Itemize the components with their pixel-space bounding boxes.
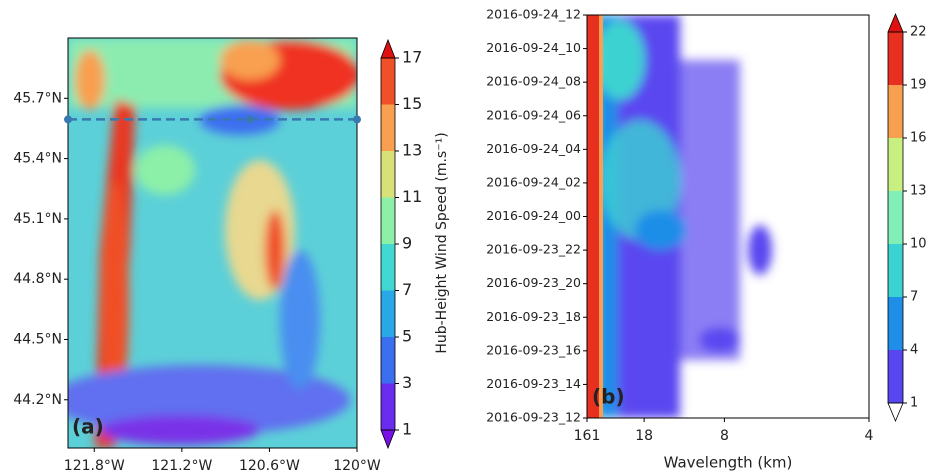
colorbar-tick-label: 3 xyxy=(402,373,412,392)
colorbar-tick-label: 19 xyxy=(910,78,927,93)
y-tick-label: 45.4°N xyxy=(13,151,62,167)
y-tick-label: 2016-09-24_06 xyxy=(486,107,581,122)
x-tick-label: 8 xyxy=(720,428,729,444)
panel-label: (a) xyxy=(72,415,104,439)
y-tick-label: 2016-09-24_12 xyxy=(486,7,581,22)
colorbar-frame xyxy=(887,31,904,404)
colorbar-tick-label: 1 xyxy=(910,396,918,411)
colorbar-tick-label: 10 xyxy=(910,237,927,252)
y-tick-label: 2016-09-24_08 xyxy=(486,74,581,89)
colorbar-level xyxy=(888,350,903,403)
colorbar-tick-label: 15 xyxy=(402,94,422,113)
colorbar-label: Hub-Height Wind Speed (m.s⁻¹) xyxy=(434,132,450,353)
colorbar-tick-label: 5 xyxy=(402,327,412,346)
colorbar-level xyxy=(888,297,903,350)
colorbar-level xyxy=(888,85,903,138)
colorbar-level xyxy=(381,337,395,384)
x-tick-label: 121.8°W xyxy=(64,458,125,474)
colorbar-level xyxy=(381,151,395,198)
colorbar-level xyxy=(381,244,395,291)
colorbar-level xyxy=(381,58,395,105)
y-tick-label: 2016-09-23_14 xyxy=(486,376,581,391)
colorbar-extend-high xyxy=(380,38,396,59)
colorbar-tick-label: 7 xyxy=(402,280,412,299)
y-tick-label: 45.1°N xyxy=(13,211,62,227)
x-tick-label: 4 xyxy=(865,428,874,444)
colorbar-level xyxy=(888,138,903,191)
y-tick-label: 44.8°N xyxy=(13,271,62,287)
colorbar-tick-label: 17 xyxy=(402,48,422,67)
section-point xyxy=(353,115,361,124)
x-tick-label: 161 xyxy=(574,428,601,444)
colorbar-tick-label: 13 xyxy=(402,141,422,160)
spectrum-field xyxy=(587,15,869,418)
colorbar-tick-label: 7 xyxy=(910,290,918,305)
colorbar-extend-low xyxy=(380,429,396,450)
colorbar-tick-label: 1 xyxy=(402,420,412,439)
colorbar-level xyxy=(888,244,903,297)
x-axis-label: Wavelength (km) xyxy=(664,454,793,472)
y-tick-label: 2016-09-23_20 xyxy=(486,275,581,290)
y-tick-label: 2016-09-24_00 xyxy=(486,208,581,223)
y-tick-label: 2016-09-23_22 xyxy=(486,242,581,257)
cross-section-line xyxy=(64,115,361,124)
axes-frame xyxy=(67,37,358,449)
colorbar-tick-label: 11 xyxy=(402,187,422,206)
colorbar-extend-high xyxy=(887,12,904,33)
x-tick-label: 18 xyxy=(635,428,653,444)
y-tick-label: 44.5°N xyxy=(13,331,62,347)
y-tick-label: 2016-09-24_10 xyxy=(486,40,581,55)
y-tick-label: 2016-09-24_02 xyxy=(486,174,581,189)
y-tick-label: 2016-09-23_16 xyxy=(486,342,581,357)
colorbar-level xyxy=(381,383,395,430)
colorbar-tick-label: 4 xyxy=(910,343,918,358)
wind-field xyxy=(68,38,357,448)
y-tick-label: 44.2°N xyxy=(13,392,62,408)
colorbar-extend-low xyxy=(887,402,904,423)
x-tick-label: 121.2°W xyxy=(151,458,212,474)
colorbar-level xyxy=(381,197,395,244)
colorbar-level xyxy=(888,32,903,85)
y-tick-label: 2016-09-24_04 xyxy=(486,141,581,156)
y-tick-label: 2016-09-23_18 xyxy=(486,309,581,324)
x-tick-label: 120°W xyxy=(333,458,381,474)
colorbar-tick-label: 13 xyxy=(910,184,927,199)
colorbar-level xyxy=(381,290,395,337)
panel-label: (b) xyxy=(592,385,625,409)
y-tick-label: 45.7°N xyxy=(13,90,62,106)
colorbar-tick-label: 16 xyxy=(910,131,927,146)
section-point xyxy=(246,115,254,124)
colorbar-level xyxy=(381,104,395,151)
x-tick-label: 120.6°W xyxy=(239,458,300,474)
colorbar-tick-label: 22 xyxy=(910,25,927,40)
colorbar-tick-label: 9 xyxy=(402,234,412,253)
section-point xyxy=(64,115,72,124)
y-tick-label: 2016-09-23_12 xyxy=(486,410,581,425)
colorbar-level xyxy=(888,191,903,244)
